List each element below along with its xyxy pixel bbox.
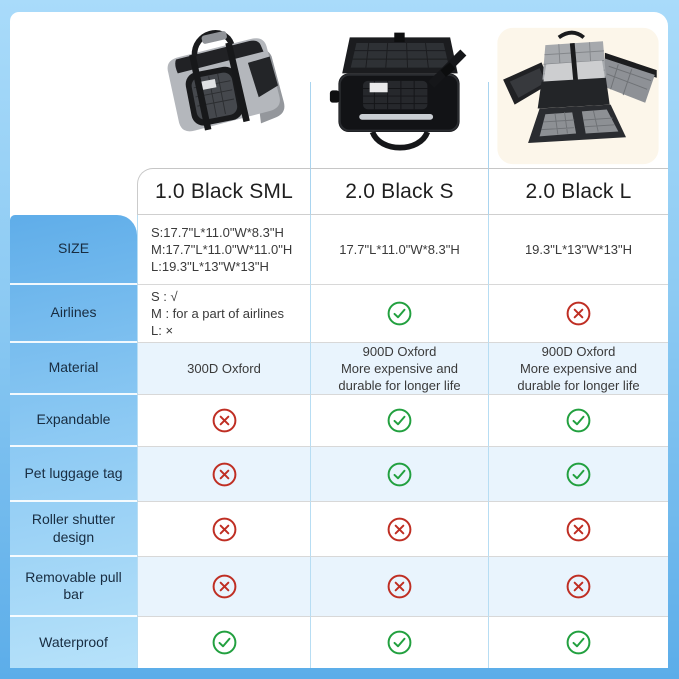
- row-label-text: Material: [48, 359, 99, 376]
- column-header-1-label: 1.0 Black SML: [155, 179, 293, 203]
- cell-expandable-product-3: [488, 395, 668, 447]
- cell-waterproof-product-2: [310, 617, 488, 668]
- cell-material-product-3: 900D Oxford More expensive and durable for…: [488, 343, 668, 395]
- row-label-material: Material: [10, 343, 137, 395]
- row-label-text: Airlines: [50, 304, 97, 321]
- cell-airlines-product-1: S : √ M : for a part of airlines L: ×: [137, 285, 310, 343]
- cell-pet-luggage-tag-product-2: [310, 447, 488, 502]
- cross-circle-icon: [387, 517, 412, 541]
- check-circle-icon: [387, 630, 412, 655]
- cell-text-line: L:19.3"L*13"W*13"H: [151, 259, 269, 275]
- cell-text-line: M : for a part of airlines: [151, 305, 284, 321]
- cell-expandable-product-2: [310, 395, 488, 447]
- check-circle-icon: [566, 408, 591, 433]
- row-label-text: Roller shutter design: [31, 511, 116, 545]
- cell-text-line: durable for longer life: [517, 378, 640, 394]
- cell-size-product-1: S:17.7"L*11.0"W*8.3"H M:17.7"L*11.0"W*11.…: [137, 215, 310, 285]
- cell-text-line: L: ×: [151, 323, 174, 339]
- row-label-removable-pull-bar: Removable pull bar: [10, 557, 137, 617]
- cell-removable-pull-bar-product-1: [137, 557, 310, 617]
- cross-circle-icon: [212, 517, 236, 541]
- black-pet-carrier-open-top-image: [329, 32, 467, 151]
- cell-text-line: S:17.7"L*11.0"W*8.3"H: [151, 224, 284, 240]
- cell-roller-shutter-design-product-1: [137, 502, 310, 557]
- row-label-pet-luggage-tag: Pet luggage tag: [10, 447, 137, 502]
- check-circle-icon: [387, 462, 412, 486]
- cross-circle-icon: [212, 574, 236, 599]
- cell-size-product-2: 17.7"L*11.0"W*8.3"H: [310, 215, 488, 285]
- cell-waterproof-product-1: [137, 617, 310, 668]
- cross-circle-icon: [566, 574, 591, 599]
- cell-removable-pull-bar-product-3: [488, 557, 668, 617]
- row-label-size: SIZE: [10, 215, 137, 285]
- cell-text-line: 17.7"L*11.0"W*8.3"H: [339, 241, 460, 257]
- check-circle-icon: [566, 630, 591, 655]
- comparison-card: 1.0 Black SML 2.0 Black S 2.0 Black L SI…: [10, 12, 668, 668]
- row-label-airlines: Airlines: [10, 285, 137, 343]
- cell-pet-luggage-tag-product-1: [137, 447, 310, 502]
- product-image-2-cell: [310, 12, 488, 168]
- column-header-1: 1.0 Black SML: [137, 168, 310, 215]
- cross-circle-icon: [566, 517, 591, 541]
- black-pet-carrier-expanded-image: [497, 27, 659, 165]
- cross-circle-icon: [566, 301, 591, 326]
- cross-circle-icon: [212, 408, 236, 433]
- row-label-expandable: Expandable: [10, 395, 137, 447]
- product-image-1-cell: [137, 12, 310, 168]
- row-label-roller-shutter-design: Roller shutter design: [10, 502, 137, 557]
- row-label-text: Waterproof: [39, 633, 108, 650]
- row-label-waterproof: Waterproof: [10, 617, 137, 668]
- cell-size-product-3: 19.3"L*13"W*13"H: [488, 215, 668, 285]
- cell-roller-shutter-design-product-3: [488, 502, 668, 557]
- cell-text-line: More expensive and: [519, 360, 638, 376]
- column-header-2: 2.0 Black S: [310, 168, 488, 215]
- cell-removable-pull-bar-product-2: [310, 557, 488, 617]
- product-image-3-cell: [488, 12, 668, 168]
- cell-material-product-2: 900D Oxford More expensive and durable for…: [310, 343, 488, 395]
- check-circle-icon: [566, 462, 591, 486]
- cell-pet-luggage-tag-product-3: [488, 447, 668, 502]
- image-row-spacer: [10, 12, 137, 168]
- row-label-text: Pet luggage tag: [24, 464, 123, 481]
- cell-text-line: 900D Oxford: [362, 343, 437, 359]
- check-circle-icon: [212, 630, 236, 655]
- column-header-3: 2.0 Black L: [488, 168, 668, 215]
- check-circle-icon: [387, 301, 412, 326]
- cell-text-line: More expensive and: [340, 360, 459, 376]
- cell-text-line: S : √: [151, 288, 178, 304]
- cell-text-line: 900D Oxford: [541, 343, 616, 359]
- row-label-text: SIZE: [57, 240, 90, 257]
- column-header-2-label: 2.0 Black S: [345, 179, 454, 203]
- cell-roller-shutter-design-product-2: [310, 502, 488, 557]
- cell-text-line: durable for longer life: [338, 378, 461, 394]
- column-header-3-label: 2.0 Black L: [525, 179, 632, 203]
- cell-expandable-product-1: [137, 395, 310, 447]
- row-label-text: Removable pull bar: [25, 568, 122, 603]
- cell-text-line: M:17.7"L*11.0"W*11.0"H: [151, 241, 293, 257]
- cross-circle-icon: [387, 574, 412, 599]
- cross-circle-icon: [212, 462, 236, 486]
- feature-label-column-background: [10, 215, 137, 668]
- cell-text-line: 19.3"L*13"W*13"H: [524, 241, 633, 257]
- cell-material-product-1: 300D Oxford: [137, 343, 310, 395]
- header-row-spacer: [10, 168, 137, 215]
- comparison-table: SIZE S:17.7"L*11.0"W*8.3"H M:17.7"L*11.0"W…: [10, 215, 668, 668]
- cell-airlines-product-3: [488, 285, 668, 343]
- product-image-row: [10, 12, 668, 168]
- cell-text-line: 300D Oxford: [187, 360, 261, 376]
- row-label-text: Expandable: [36, 411, 111, 428]
- table-header-row: 1.0 Black SML 2.0 Black S 2.0 Black L: [10, 168, 668, 215]
- cell-waterproof-product-3: [488, 617, 668, 668]
- cell-airlines-product-2: [310, 285, 488, 343]
- gray-duffel-pet-carrier-image: [167, 30, 284, 132]
- check-circle-icon: [387, 408, 412, 433]
